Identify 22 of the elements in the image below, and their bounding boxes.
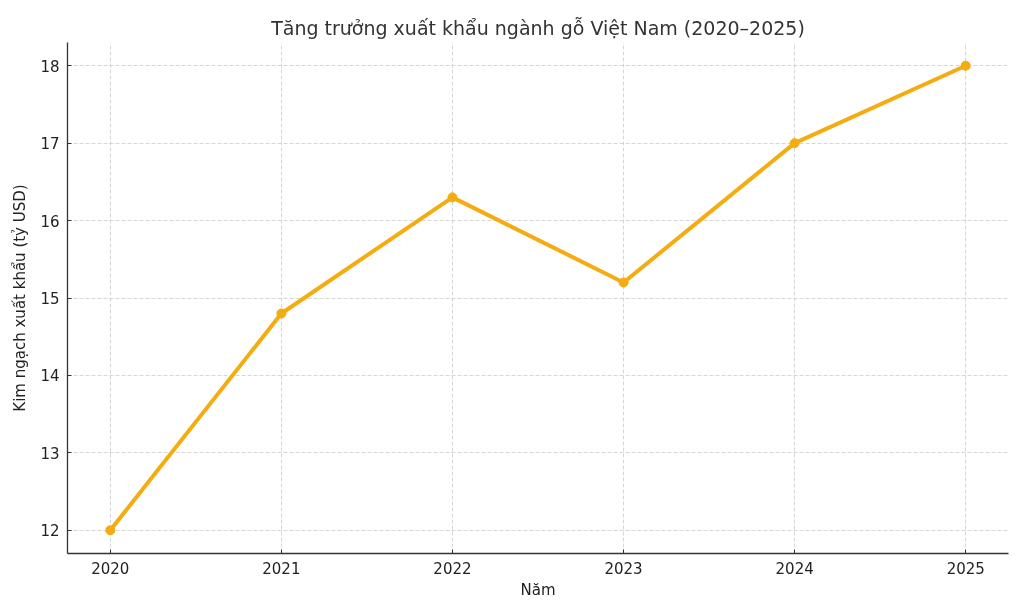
- y-tick-label: 14: [40, 367, 60, 386]
- point: [618, 277, 629, 288]
- y-tick-label: 16: [40, 212, 60, 231]
- y-tick-label: 13: [40, 444, 60, 463]
- y-tick-label: 12: [40, 522, 60, 541]
- point: [960, 60, 971, 71]
- y-tick-label: 18: [40, 57, 60, 76]
- point: [789, 138, 800, 149]
- y-axis-title: Kim ngạch xuất khẩu (tỷ USD): [11, 184, 30, 412]
- x-axis-title: Năm: [520, 580, 556, 599]
- x-tick-label: 2024: [775, 559, 814, 578]
- chart-title: Tăng trưởng xuất khẩu ngành gỗ Việt Nam (2020–2025): [270, 16, 805, 39]
- point: [276, 308, 287, 319]
- x-tick-label: 2022: [433, 559, 472, 578]
- x-tick-label: 2020: [91, 559, 130, 578]
- x-tick-label: 2021: [262, 559, 301, 578]
- x-tick-label: 2025: [946, 559, 985, 578]
- point: [447, 192, 458, 203]
- x-tick-label: 2023: [604, 559, 643, 578]
- y-tick-label: 15: [40, 290, 60, 308]
- point: [105, 525, 116, 536]
- y-tick-label: 17: [40, 135, 60, 154]
